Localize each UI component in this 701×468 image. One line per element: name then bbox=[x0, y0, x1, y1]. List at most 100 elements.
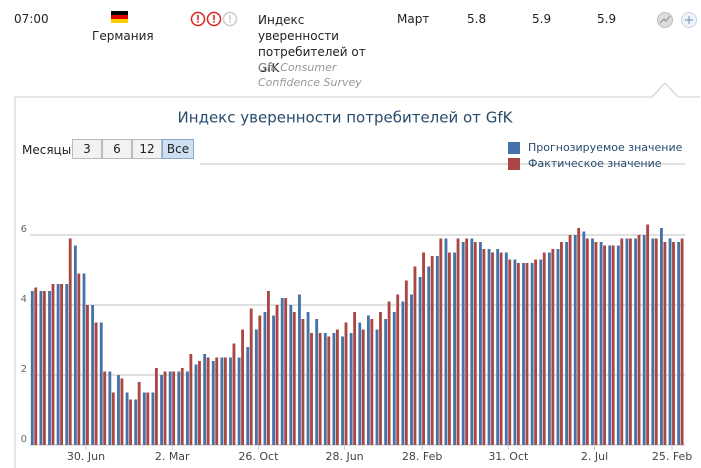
bar bbox=[530, 263, 534, 445]
bar bbox=[203, 354, 207, 445]
period-button[interactable]: Все bbox=[162, 139, 194, 159]
y-tick-label: 0 bbox=[21, 434, 27, 445]
bar bbox=[272, 315, 276, 445]
bar bbox=[410, 294, 413, 445]
event-forecast: 5.9 bbox=[532, 12, 552, 26]
bar bbox=[82, 273, 86, 445]
bar bbox=[461, 242, 465, 445]
bar bbox=[332, 333, 336, 445]
bar bbox=[560, 242, 563, 445]
bar bbox=[539, 259, 543, 445]
bar bbox=[379, 312, 382, 445]
chart-title: Индекс уверенности потребителей от GfK bbox=[178, 109, 514, 127]
bar bbox=[48, 291, 51, 445]
bar bbox=[108, 371, 112, 445]
bar bbox=[142, 392, 146, 445]
bar bbox=[306, 312, 310, 445]
bar bbox=[585, 238, 589, 445]
bar bbox=[456, 238, 460, 445]
legend-label: Фактическое значение bbox=[528, 157, 662, 170]
bar bbox=[496, 249, 500, 445]
bar bbox=[491, 252, 494, 445]
bar bbox=[611, 245, 615, 445]
bar bbox=[375, 329, 379, 445]
bar bbox=[137, 382, 141, 445]
period-button[interactable]: 12 bbox=[132, 139, 162, 159]
period-button[interactable]: 6 bbox=[102, 139, 132, 159]
bar bbox=[280, 298, 284, 445]
bar bbox=[315, 319, 319, 445]
bar bbox=[327, 336, 331, 445]
bar bbox=[628, 238, 632, 445]
bar bbox=[582, 231, 586, 445]
event-subtitle: Gfk Consumer Confidence Survey bbox=[258, 61, 362, 89]
bar bbox=[344, 322, 348, 445]
bar bbox=[180, 368, 184, 445]
bar bbox=[534, 259, 538, 445]
period-label: Месяцы bbox=[22, 143, 72, 157]
bar bbox=[522, 263, 525, 445]
bar bbox=[223, 357, 227, 445]
bar bbox=[168, 371, 172, 445]
bar bbox=[392, 312, 396, 445]
bar bbox=[465, 238, 469, 445]
bar bbox=[396, 294, 400, 445]
bar bbox=[34, 287, 38, 445]
bar bbox=[482, 249, 486, 445]
bar bbox=[447, 252, 451, 445]
bar bbox=[361, 329, 365, 445]
bar bbox=[298, 294, 301, 445]
bar bbox=[206, 357, 210, 445]
bar bbox=[77, 273, 81, 445]
bar bbox=[263, 312, 267, 445]
bar bbox=[160, 375, 163, 445]
bar bbox=[103, 371, 107, 445]
bar bbox=[418, 277, 422, 445]
event-title[interactable]: Индекс уверенности потребителей от GfK bbox=[258, 13, 366, 75]
bar bbox=[117, 375, 120, 445]
bar bbox=[111, 392, 115, 445]
bar bbox=[435, 256, 439, 445]
event-actual: 5.8 bbox=[467, 12, 487, 26]
bar bbox=[51, 284, 55, 445]
bar bbox=[284, 298, 288, 445]
bar bbox=[556, 249, 560, 445]
period-button[interactable]: 3 bbox=[72, 139, 102, 159]
event-previous: 5.9 bbox=[597, 12, 617, 26]
bar bbox=[258, 315, 262, 445]
bar bbox=[387, 301, 391, 445]
bar bbox=[275, 305, 279, 445]
y-tick-label: 4 bbox=[21, 294, 27, 305]
bar bbox=[616, 245, 620, 445]
bar bbox=[172, 371, 176, 445]
bar bbox=[129, 399, 132, 445]
bar bbox=[663, 242, 667, 445]
x-tick-label: 28. Jun bbox=[325, 450, 363, 463]
row-icons[interactable] bbox=[655, 10, 699, 30]
bar bbox=[185, 371, 189, 445]
bar bbox=[237, 357, 241, 445]
legend-label: Прогнозируемое значение bbox=[528, 141, 683, 154]
bar bbox=[134, 399, 138, 445]
x-tick-label: 25. Feb bbox=[652, 450, 692, 463]
bar bbox=[56, 284, 60, 445]
x-tick-label: 30. Jun bbox=[67, 450, 105, 463]
bar bbox=[594, 242, 598, 445]
bar bbox=[516, 263, 520, 445]
bar bbox=[215, 357, 219, 445]
bar bbox=[677, 242, 681, 445]
bar bbox=[99, 322, 103, 445]
bar bbox=[220, 357, 224, 445]
bar bbox=[513, 259, 517, 445]
bar bbox=[254, 329, 258, 445]
bar bbox=[504, 252, 508, 445]
bar bbox=[642, 235, 646, 445]
bar bbox=[68, 238, 72, 445]
bar bbox=[473, 242, 477, 445]
bar bbox=[335, 329, 339, 445]
bar bbox=[232, 343, 236, 445]
bar bbox=[577, 228, 581, 445]
bar bbox=[608, 245, 612, 445]
